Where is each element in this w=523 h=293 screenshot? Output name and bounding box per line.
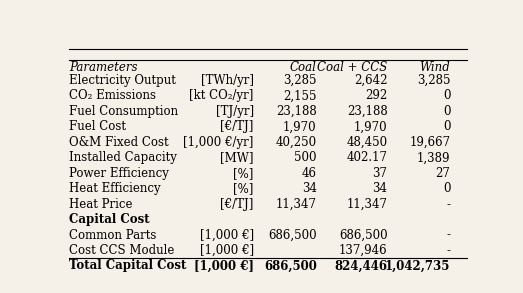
Text: 40,250: 40,250: [276, 136, 317, 149]
Text: 27: 27: [436, 167, 450, 180]
Text: [%]: [%]: [233, 167, 254, 180]
Text: 23,188: 23,188: [276, 105, 317, 118]
Text: 37: 37: [372, 167, 388, 180]
Text: Cost CCS Module: Cost CCS Module: [70, 244, 175, 257]
Text: Coal + CCS: Coal + CCS: [317, 61, 388, 74]
Text: [MW]: [MW]: [220, 151, 254, 164]
Text: 500: 500: [294, 151, 317, 164]
Text: 0: 0: [443, 182, 450, 195]
Text: -: -: [447, 244, 450, 257]
Text: Coal: Coal: [290, 61, 317, 74]
Text: 11,347: 11,347: [276, 198, 317, 211]
Text: 137,946: 137,946: [339, 244, 388, 257]
Text: 23,188: 23,188: [347, 105, 388, 118]
Text: Heat Price: Heat Price: [70, 198, 133, 211]
Text: -: -: [447, 198, 450, 211]
Text: Installed Capacity: Installed Capacity: [70, 151, 177, 164]
Text: Common Parts: Common Parts: [70, 229, 157, 241]
Text: [1,000 €]: [1,000 €]: [200, 244, 254, 257]
Text: [TJ/yr]: [TJ/yr]: [215, 105, 254, 118]
Text: 0: 0: [443, 105, 450, 118]
Text: 1,970: 1,970: [354, 120, 388, 133]
Text: Wind: Wind: [419, 61, 450, 74]
Text: 48,450: 48,450: [346, 136, 388, 149]
Text: 1,970: 1,970: [283, 120, 317, 133]
Text: 34: 34: [302, 182, 317, 195]
Text: Power Efficiency: Power Efficiency: [70, 167, 169, 180]
Text: Total Capital Cost: Total Capital Cost: [70, 260, 187, 272]
Text: -: -: [447, 229, 450, 241]
Text: 2,642: 2,642: [354, 74, 388, 87]
Text: Capital Cost: Capital Cost: [70, 213, 150, 226]
Text: 1,389: 1,389: [417, 151, 450, 164]
Text: 686,500: 686,500: [339, 229, 388, 241]
Text: 402.17: 402.17: [347, 151, 388, 164]
Text: Heat Efficiency: Heat Efficiency: [70, 182, 161, 195]
Text: [1,000 €]: [1,000 €]: [194, 260, 254, 272]
Text: Fuel Cost: Fuel Cost: [70, 120, 127, 133]
Text: 2,155: 2,155: [283, 89, 317, 103]
Text: [€/TJ]: [€/TJ]: [221, 198, 254, 211]
Text: Parameters: Parameters: [70, 61, 138, 74]
Text: Electricity Output: Electricity Output: [70, 74, 176, 87]
Text: Fuel Consumption: Fuel Consumption: [70, 105, 178, 118]
Text: 3,285: 3,285: [283, 74, 317, 87]
Text: [1,000 €]: [1,000 €]: [200, 229, 254, 241]
Text: 3,285: 3,285: [417, 74, 450, 87]
Text: [€/TJ]: [€/TJ]: [221, 120, 254, 133]
Text: 0: 0: [443, 89, 450, 103]
Text: 824,446: 824,446: [335, 260, 388, 272]
Text: 0: 0: [443, 120, 450, 133]
Text: CO₂ Emissions: CO₂ Emissions: [70, 89, 156, 103]
Text: 686,500: 686,500: [268, 229, 317, 241]
Text: [%]: [%]: [233, 182, 254, 195]
Text: [kt CO₂/yr]: [kt CO₂/yr]: [189, 89, 254, 103]
Text: 1,042,735: 1,042,735: [385, 260, 450, 272]
Text: [TWh/yr]: [TWh/yr]: [201, 74, 254, 87]
Text: 19,667: 19,667: [410, 136, 450, 149]
Text: O&M Fixed Cost: O&M Fixed Cost: [70, 136, 169, 149]
Text: 292: 292: [366, 89, 388, 103]
Text: 34: 34: [372, 182, 388, 195]
Text: 686,500: 686,500: [264, 260, 317, 272]
Text: [1,000 €/yr]: [1,000 €/yr]: [184, 136, 254, 149]
Text: 46: 46: [302, 167, 317, 180]
Text: 11,347: 11,347: [347, 198, 388, 211]
